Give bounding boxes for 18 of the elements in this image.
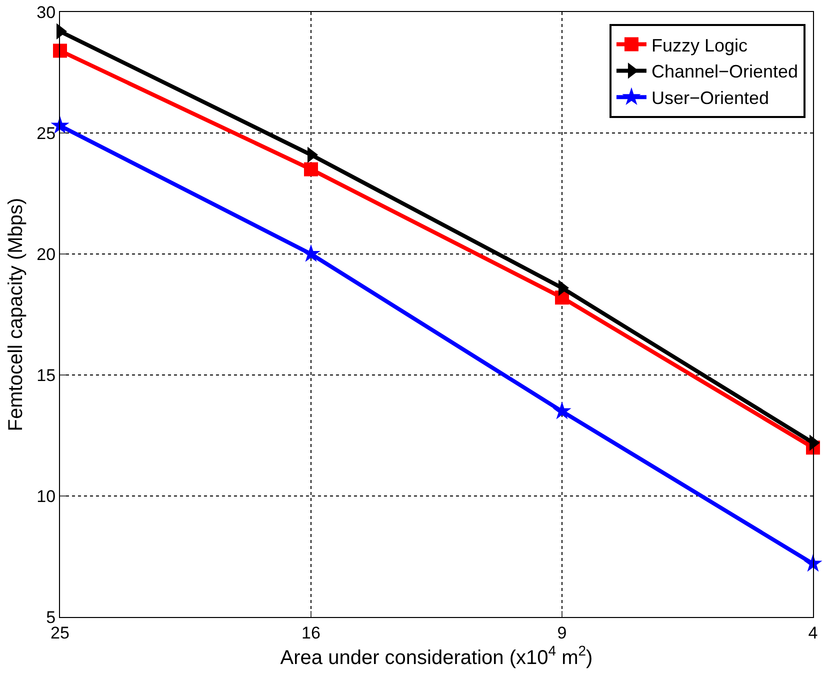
point [53,44,67,58]
legend-label: User−Oriented [651,88,770,108]
point [552,402,572,420]
x-tick-label: 9 [557,623,567,642]
y-tick-label: 10 [36,486,56,506]
point [804,554,822,572]
legend-label: Channel−Oriented [651,62,798,82]
x-tick-label: 4 [808,623,818,642]
y-tick-label: 30 [36,2,56,22]
point [304,162,318,176]
x-axis-title: Area under consideration (x10$^{4}$ m$^{2}$) [280,642,593,669]
y-tick-label: 20 [36,244,56,264]
point [302,244,320,262]
y-tick-label: 15 [36,366,56,385]
legend-label: Fuzzy Logic [651,35,748,56]
x-tick-label: 16 [302,623,320,642]
y-tick-label: 25 [36,124,56,143]
y-axis-title: Femtocell capacity (Mbps) [5,198,28,432]
